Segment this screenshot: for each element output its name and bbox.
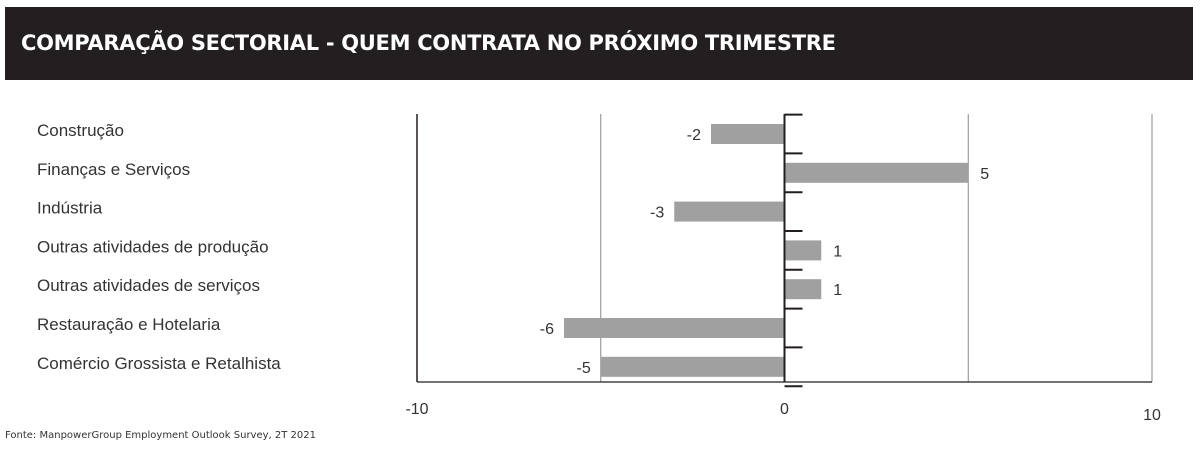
category-label: Outras atividades de serviços — [37, 276, 260, 295]
data-label: -6 — [540, 321, 554, 338]
bar — [564, 318, 785, 338]
data-label: -2 — [687, 127, 701, 144]
category-label: Indústria — [37, 199, 103, 218]
x-tick-label: 10 — [1143, 407, 1161, 424]
bar — [784, 162, 969, 183]
source-note: Fonte: ManpowerGroup Employment Outlook … — [5, 430, 317, 441]
bar — [784, 279, 822, 300]
category-label: Construção — [37, 121, 124, 140]
bar — [711, 124, 785, 144]
category-label: Restauração e Hotelaria — [37, 315, 221, 334]
category-label: Finanças e Serviços — [37, 160, 190, 179]
x-tick-label: 0 — [780, 401, 789, 418]
data-label: -5 — [577, 360, 591, 377]
x-tick-label: -10 — [405, 401, 428, 418]
category-label: Outras atividades de produção — [37, 237, 269, 256]
data-label: 1 — [833, 282, 842, 299]
chart-header: COMPARAÇÃO SECTORIAL - QUEM CONTRATA NO … — [5, 7, 1193, 80]
chart-title: COMPARAÇÃO SECTORIAL - QUEM CONTRATA NO … — [21, 31, 836, 55]
data-label: 1 — [833, 243, 842, 260]
data-label: -3 — [650, 205, 664, 222]
category-label: Comércio Grossista e Retalhista — [37, 354, 281, 373]
bar — [784, 240, 822, 261]
bar — [674, 201, 785, 222]
bar — [600, 356, 785, 377]
data-label: 5 — [980, 166, 989, 183]
